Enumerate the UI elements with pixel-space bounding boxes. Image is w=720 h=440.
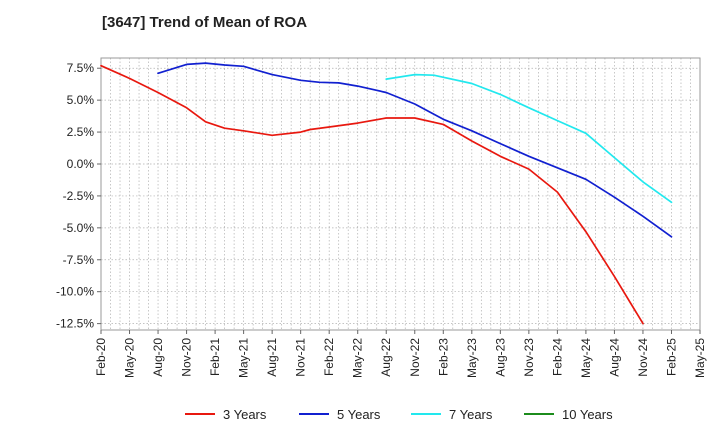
y-tick-label: -10.0% <box>56 285 94 299</box>
legend-label: 10 Years <box>562 407 613 422</box>
legend: 3 Years 5 Years 7 Years 10 Years <box>185 407 613 422</box>
x-tick-label: May-25 <box>693 338 707 378</box>
x-tick-label: May-23 <box>465 338 479 378</box>
x-tick-label: Nov-24 <box>636 338 650 377</box>
series-line-5-years <box>157 62 673 238</box>
series-layer <box>100 62 673 325</box>
y-tick-label: 2.5% <box>67 125 95 139</box>
x-tick-label: Aug-22 <box>379 338 393 377</box>
x-tick-label: Feb-20 <box>94 338 108 376</box>
y-axis: 7.5% 5.0% 2.5% 0.0% -2.5% -5.0% -7.5% -10.0% -12… <box>56 61 101 331</box>
y-tick-label: 5.0% <box>67 93 95 107</box>
x-tick-label: May-22 <box>351 338 365 378</box>
x-tick-label: Feb-23 <box>436 338 450 376</box>
legend-label: 3 Years <box>223 407 267 422</box>
x-tick-label: Nov-22 <box>408 338 422 377</box>
x-tick-label: May-21 <box>237 338 251 378</box>
y-tick-label: -7.5% <box>63 253 95 267</box>
x-tick-label: Aug-23 <box>493 338 507 377</box>
x-tick-label: Nov-20 <box>180 338 194 377</box>
y-tick-label: -12.5% <box>56 317 94 331</box>
x-tick-label: May-24 <box>579 338 593 378</box>
x-tick-label: Feb-24 <box>550 338 564 376</box>
chart-title: [3647] Trend of Mean of ROA <box>102 14 308 31</box>
x-tick-label: Feb-25 <box>664 338 678 376</box>
y-tick-label: -5.0% <box>63 221 95 235</box>
plot-frame <box>100 57 701 331</box>
y-tick-label: 7.5% <box>67 61 95 75</box>
series-line-3-years <box>100 64 644 325</box>
x-tick-label: May-20 <box>123 338 137 378</box>
series-line-7-years <box>385 73 673 204</box>
y-tick-label: 0.0% <box>67 157 95 171</box>
x-tick-label: Nov-23 <box>522 338 536 377</box>
x-tick-label: Feb-21 <box>208 338 222 376</box>
legend-label: 5 Years <box>337 407 381 422</box>
y-tick-label: -2.5% <box>63 189 95 203</box>
x-tick-label: Feb-22 <box>322 338 336 376</box>
legend-label: 7 Years <box>449 407 493 422</box>
x-tick-label: Nov-21 <box>294 338 308 377</box>
x-tick-label: Aug-20 <box>151 338 165 377</box>
x-tick-label: Aug-21 <box>265 338 279 377</box>
x-tick-label: Aug-24 <box>607 338 621 377</box>
x-axis: Feb-20 May-20 Aug-20 Nov-20 Feb-21 May-21 Aug-… <box>94 330 707 378</box>
